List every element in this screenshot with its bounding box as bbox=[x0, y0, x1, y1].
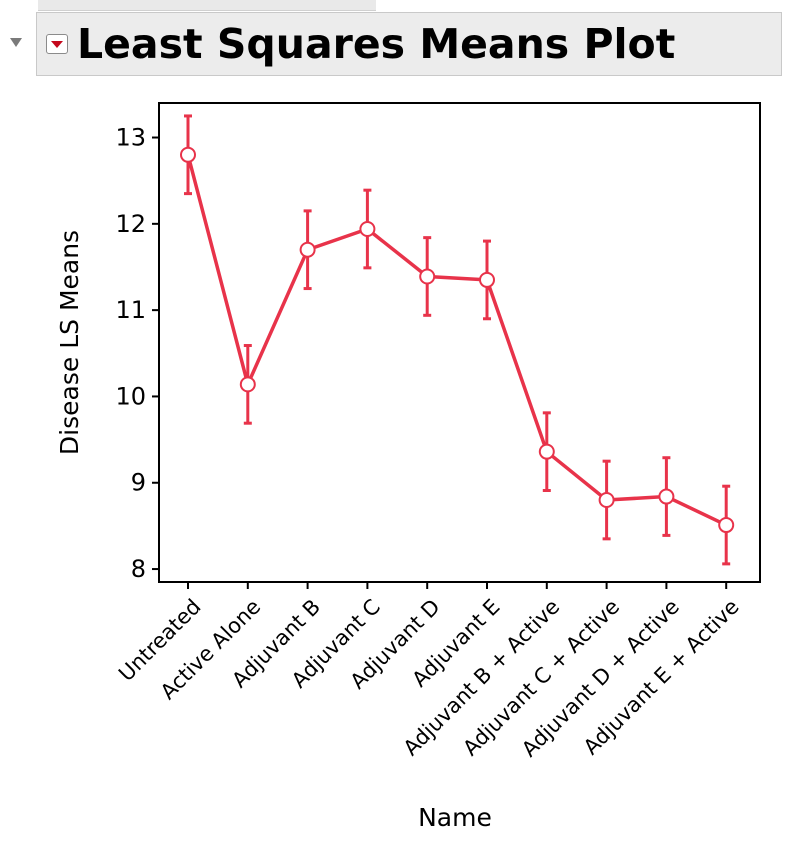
y-axis: 8 9 10 11 12 13 bbox=[115, 124, 159, 583]
plot-frame bbox=[158, 102, 761, 583]
data-point-marker bbox=[359, 221, 376, 238]
data-point-marker bbox=[180, 146, 196, 163]
y-tick-label: 10 bbox=[115, 382, 146, 410]
data-point-marker bbox=[419, 268, 436, 285]
red-triangle-menu-icon[interactable] bbox=[46, 34, 68, 54]
data-point-marker bbox=[299, 241, 316, 258]
y-tick-label: 13 bbox=[115, 124, 146, 152]
y-tick-label: 8 bbox=[131, 555, 146, 583]
y-tick-label: 11 bbox=[115, 296, 146, 324]
data-point-marker bbox=[239, 376, 256, 393]
previous-report-header-edge bbox=[38, 0, 376, 11]
report-header: Least Squares Means Plot bbox=[36, 12, 782, 76]
y-tick-label: 9 bbox=[131, 469, 146, 497]
data-point-marker bbox=[598, 492, 615, 509]
data-point-marker bbox=[538, 443, 555, 460]
data-point-marker bbox=[479, 271, 495, 288]
data-point-marker bbox=[718, 517, 735, 534]
y-axis-title: Disease LS Means bbox=[55, 230, 84, 455]
series-line bbox=[186, 154, 727, 527]
collapse-triangle-icon[interactable] bbox=[10, 38, 22, 47]
page-title: Least Squares Means Plot bbox=[77, 20, 676, 68]
data-point-marker bbox=[658, 488, 675, 505]
series-marks bbox=[180, 114, 735, 566]
x-axis-title: Name bbox=[418, 803, 492, 832]
y-tick-label: 12 bbox=[115, 210, 146, 238]
